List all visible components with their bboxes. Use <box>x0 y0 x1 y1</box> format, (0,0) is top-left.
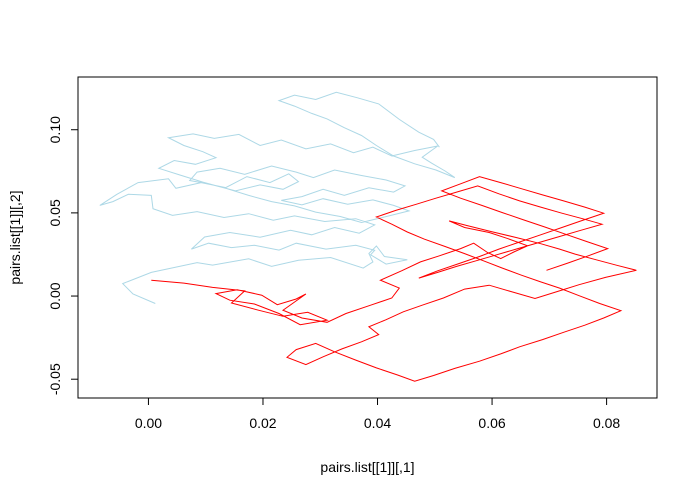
y-tick-label: 0.10 <box>47 116 63 143</box>
x-tick-label: 0.06 <box>478 415 505 431</box>
y-tick-label: 0.00 <box>47 282 63 309</box>
series-2-line <box>151 176 637 382</box>
y-tick-label: 0.05 <box>47 199 63 226</box>
y-axis: -0.05 0.00 0.05 0.10 <box>47 116 79 395</box>
y-axis-label: pairs.list[[1]][,2] <box>7 190 23 284</box>
x-tick-label: 0.08 <box>593 415 620 431</box>
series-1-line <box>99 91 456 304</box>
x-tick-label: 0.00 <box>135 415 162 431</box>
series-layer <box>99 91 637 382</box>
plot-frame <box>77 76 658 399</box>
y-tick-label: -0.05 <box>47 363 63 395</box>
x-axis: 0.00 0.02 0.04 0.06 0.08 <box>135 397 620 431</box>
x-tick-label: 0.02 <box>249 415 276 431</box>
x-tick-label: 0.04 <box>364 415 391 431</box>
x-axis-label: pairs.list[[1]][,1] <box>320 459 414 475</box>
